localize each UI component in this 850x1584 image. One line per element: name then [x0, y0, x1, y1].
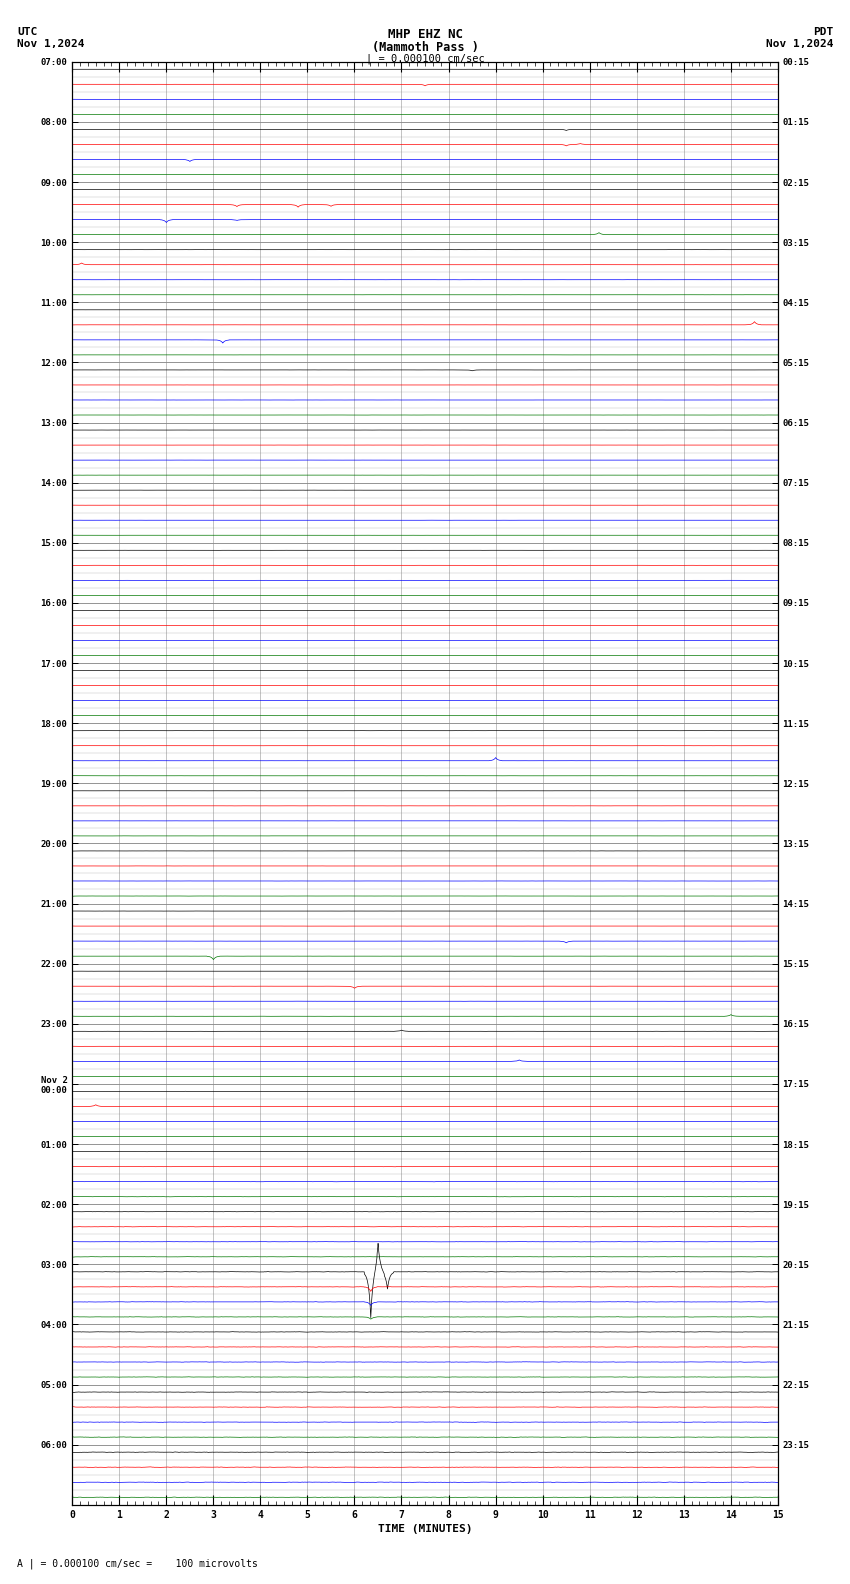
Text: Nov 1,2024: Nov 1,2024	[766, 40, 833, 49]
Text: (Mammoth Pass ): (Mammoth Pass )	[371, 41, 479, 54]
X-axis label: TIME (MINUTES): TIME (MINUTES)	[377, 1524, 473, 1533]
Text: A | = 0.000100 cm/sec =    100 microvolts: A | = 0.000100 cm/sec = 100 microvolts	[17, 1559, 258, 1568]
Text: Nov 1,2024: Nov 1,2024	[17, 40, 84, 49]
Text: MHP EHZ NC: MHP EHZ NC	[388, 29, 462, 41]
Text: UTC: UTC	[17, 27, 37, 36]
Text: PDT: PDT	[813, 27, 833, 36]
Text: | = 0.000100 cm/sec: | = 0.000100 cm/sec	[366, 54, 484, 63]
